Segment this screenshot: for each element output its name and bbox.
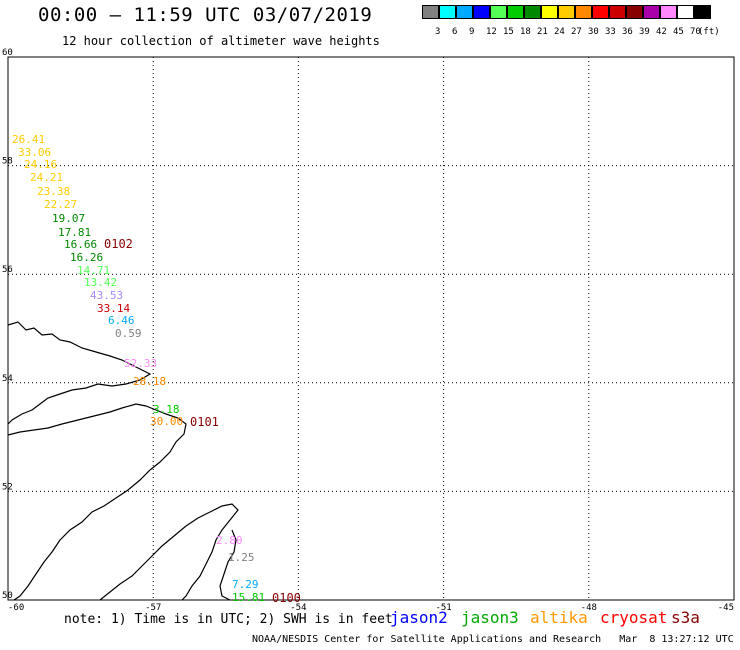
labrador-coastline: [7, 321, 152, 425]
wave-height-label: 7.29: [232, 578, 259, 591]
longitude-tick-label: -54: [290, 603, 306, 613]
page-subtitle: 12 hour collection of altimeter wave hei…: [62, 34, 380, 48]
colorbar-tick-label: 21: [537, 27, 548, 37]
latitude-tick-label: 60: [2, 48, 13, 58]
satellite-pass-labels: 0102 0101 0100: [104, 237, 301, 605]
wave-height-label: 16.26: [70, 251, 103, 264]
colorbar-swatch: [422, 5, 439, 19]
colorbar-tick-label: 45: [673, 27, 684, 37]
colorbar-swatch: [524, 5, 541, 19]
wave-height-label: 6.46: [108, 314, 135, 327]
pass-time-label: 0102: [104, 237, 133, 251]
colorbar-tick-label: 18: [520, 27, 531, 37]
colorbar-tick-label: 24: [554, 27, 565, 37]
legend-jason2: jason2: [390, 608, 448, 627]
page-title: 00:00 – 11:59 UTC 03/07/2019: [38, 4, 373, 26]
colorbar-swatch: [592, 5, 609, 19]
colorbar-unit: (ft): [698, 27, 720, 37]
wave-height-label: 13.42: [84, 276, 117, 289]
wave-height-label: 43.53: [90, 289, 123, 302]
wave-height-label: 23.38: [37, 185, 70, 198]
colorbar-swatch: [456, 5, 473, 19]
island-coastline: [219, 529, 237, 601]
wave-height-label: 3.18: [153, 403, 180, 416]
longitude-tick-label: -51: [435, 603, 451, 613]
colorbar-swatch: [626, 5, 643, 19]
colorbar-tick-label: 3: [435, 27, 441, 37]
latitude-tick-label: 54: [2, 374, 13, 384]
pass-time-label: 0101: [190, 415, 219, 429]
footer-credit: NOAA/NESDIS Center for Satellite Applica…: [252, 634, 740, 645]
wave-height-label: 52.33: [124, 357, 157, 370]
colorbar-swatch: [609, 5, 626, 19]
wave-height-label: 26.41: [12, 133, 45, 146]
colorbar-swatch: [677, 5, 694, 19]
wave-height-label: 19.07: [52, 212, 85, 225]
colorbar-tick-label: 27: [571, 27, 582, 37]
island-coastline: [99, 503, 239, 601]
wave-height-label: 24.21: [30, 171, 63, 184]
longitude-tick-label: -45: [718, 603, 734, 613]
wave-height-label: 0.59: [115, 327, 142, 340]
note-text: note: 1) Time is in UTC; 2) SWH is in fe…: [64, 612, 393, 627]
longitude-tick-label: -60: [8, 603, 24, 613]
map-frame: [7, 56, 735, 601]
colorbar-swatch: [694, 5, 711, 19]
latitude-tick-label: 56: [2, 265, 13, 275]
wave-height-label: 30.00: [150, 415, 183, 428]
legend-s3a: s3a: [671, 608, 700, 627]
latitude-tick-label: 52: [2, 482, 13, 492]
latitude-tick-label: 50: [2, 591, 13, 601]
legend-jason3: jason3: [461, 608, 519, 627]
wave-height-label: 14.71: [77, 264, 110, 277]
wave-height-label: 17.81: [58, 226, 91, 239]
wave-height-observations: 26.4133.0624.1624.2123.3822.2719.0717.81…: [12, 133, 265, 604]
colorbar-swatch: [558, 5, 575, 19]
newfoundland-coastline: [7, 403, 187, 601]
axis-tick-labels: -60 -57 -54 -51 -48 -45 60 58 56 54 52 50: [2, 48, 734, 613]
wave-height-label: 24.16: [24, 158, 57, 171]
colorbar-swatch: [660, 5, 677, 19]
colorbar-tick-label: 70: [690, 27, 701, 37]
colorbar-swatch: [473, 5, 490, 19]
colorbar-swatch: [507, 5, 524, 19]
longitude-tick-label: -57: [145, 603, 161, 613]
wave-height-label: 1.25: [228, 551, 255, 564]
wave-height-label: 15.81: [232, 591, 265, 604]
colorbar-tick-label: 30: [588, 27, 599, 37]
colorbar-swatch: [575, 5, 592, 19]
colorbar-swatch: [439, 5, 456, 19]
colorbar-swatch: [490, 5, 507, 19]
wave-height-label: 33.06: [18, 146, 51, 159]
colorbar-tick-label: 9: [469, 27, 475, 37]
colorbar-tick-label: 42: [656, 27, 667, 37]
colorbar-tick-label: 12: [486, 27, 497, 37]
coastline: [7, 321, 239, 601]
wave-height-label: 28.18: [133, 375, 166, 388]
colorbar-swatch: [643, 5, 660, 19]
colorbar-tick-label: 15: [503, 27, 514, 37]
legend-altika: altika: [530, 608, 588, 627]
latitude-tick-label: 58: [2, 157, 13, 167]
wave-height-label: 16.66: [64, 238, 97, 251]
pass-time-label: 0100: [272, 591, 301, 605]
legend-cryosat: cryosat: [600, 608, 668, 627]
wave-height-label: 22.27: [44, 198, 77, 211]
colorbar-tick-label: 36: [622, 27, 633, 37]
colorbar-tick-label: 6: [452, 27, 458, 37]
colorbar-tick-label: 33: [605, 27, 616, 37]
wave-height-label: 2.80: [216, 534, 243, 547]
colorbar-swatch: [541, 5, 558, 19]
wave-height-label: 33.14: [97, 302, 130, 315]
longitude-tick-label: -48: [581, 603, 597, 613]
colorbar-tick-label: 39: [639, 27, 650, 37]
